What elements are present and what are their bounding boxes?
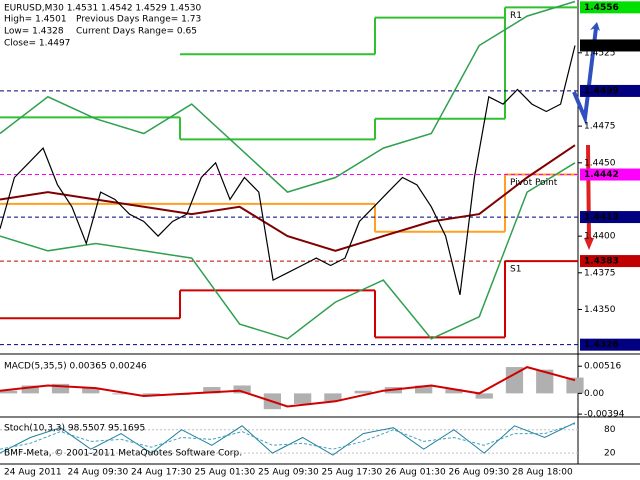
level-label: Pivot Point xyxy=(510,178,558,188)
header-line: EURUSD,M30 1.4531 1.4542 1.4529 1.4530 xyxy=(4,4,202,14)
price-marker xyxy=(580,84,640,97)
price-label: 1.4375 xyxy=(584,268,616,278)
macd-tick-label: -0.00394 xyxy=(584,410,625,420)
price-label: 1.4475 xyxy=(584,122,616,132)
price-marker-label: 1.4383 xyxy=(584,257,619,267)
price-marker xyxy=(580,255,640,268)
macd-tick-label: 0.00516 xyxy=(584,362,621,372)
time-label: 24 Aug 2011 xyxy=(4,468,62,478)
macd-bar xyxy=(203,387,221,394)
macd-bar xyxy=(475,393,493,399)
price-marker-label: 1.4442 xyxy=(584,170,619,180)
macd-bar xyxy=(82,388,100,394)
price-marker xyxy=(580,168,640,181)
price-marker xyxy=(580,1,640,14)
macd-bar xyxy=(566,377,584,394)
price-label: 1.4350 xyxy=(584,305,616,315)
price-marker-label: 1.4530 xyxy=(584,41,619,51)
price-label: 1.4450 xyxy=(584,158,616,168)
header-line: Current Days Range= 0.65 xyxy=(76,27,197,37)
price-label: 1.4400 xyxy=(584,232,616,242)
arrow-head xyxy=(590,22,600,31)
macd-label: MACD(5,35,5) 0.00365 0.00246 xyxy=(4,362,147,372)
footer: BMF-Meta, © 2001-2011 MetaQuotes Softwar… xyxy=(4,449,242,459)
time-label: 28 Aug 18:00 xyxy=(512,468,573,478)
header-line: High= 1.4501 xyxy=(4,15,67,25)
macd-bar xyxy=(505,367,524,394)
bollinger-lower xyxy=(0,162,576,340)
time-label: 24 Aug 09:30 xyxy=(68,468,129,478)
macd-signal xyxy=(0,366,576,408)
macd-tick-label: 0.00 xyxy=(584,389,604,399)
price-marker-label: 1.4413 xyxy=(584,213,619,223)
macd-bar xyxy=(51,383,70,394)
time-label: 25 Aug 09:30 xyxy=(258,468,319,478)
time-label: 26 Aug 09:30 xyxy=(449,468,510,478)
macd-bar xyxy=(354,390,372,394)
macd-bar xyxy=(294,393,312,404)
macd-bar xyxy=(233,385,251,394)
price-marker-label: 1.4326 xyxy=(584,340,619,350)
arrow-down xyxy=(586,144,591,241)
macd-bar xyxy=(324,393,342,402)
macd-bar xyxy=(21,385,39,394)
stoch-label: Stoch(10,3,3) 98.5507 95.1695 xyxy=(4,424,145,434)
macd-bar xyxy=(415,385,433,394)
arrow-head xyxy=(584,238,594,250)
price-marker-label: 1.4499 xyxy=(584,86,619,96)
price-marker xyxy=(580,338,640,351)
stoch-signal xyxy=(0,423,576,450)
time-label: 25 Aug 01:30 xyxy=(195,468,256,478)
time-label: 24 Aug 17:30 xyxy=(131,468,192,478)
price-label: 1.4525 xyxy=(584,48,616,58)
macd-bar xyxy=(536,369,554,394)
header-line: Low= 1.4328 xyxy=(4,27,64,37)
price-marker xyxy=(580,211,640,224)
level-label: R1 xyxy=(510,11,522,21)
arrow-up xyxy=(572,27,598,126)
macd-bar xyxy=(445,389,463,394)
price-marker-label: 1.4556 xyxy=(584,3,619,13)
bollinger-upper xyxy=(0,0,576,193)
time-label: 26 Aug 01:30 xyxy=(385,468,446,478)
macd-bar xyxy=(112,393,130,395)
header: EURUSD,M30 1.4531 1.4542 1.4529 1.4530 H… xyxy=(4,4,202,49)
stoch-tick-label: 20 xyxy=(604,449,616,459)
level-label: S1 xyxy=(510,265,521,275)
stoch-main xyxy=(0,422,576,456)
price-marker xyxy=(580,39,640,52)
moving-average xyxy=(0,144,576,252)
price-line xyxy=(0,45,576,295)
stoch-tick-label: 80 xyxy=(604,425,616,435)
macd-bar xyxy=(0,390,18,394)
header-line: Previous Days Range= 1.73 xyxy=(76,15,201,25)
time-label: 25 Aug 17:30 xyxy=(322,468,383,478)
header-line: Close= 1.4497 xyxy=(4,39,70,49)
